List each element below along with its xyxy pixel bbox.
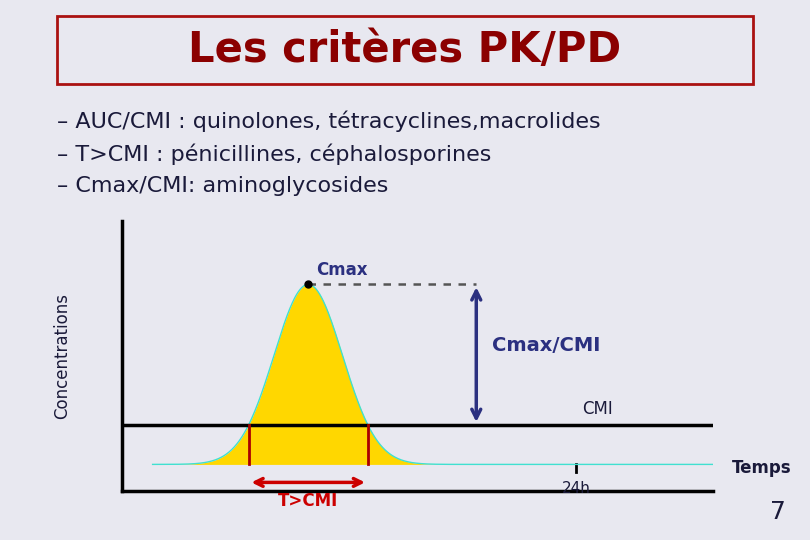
Text: – Cmax/CMI: aminoglycosides: – Cmax/CMI: aminoglycosides: [57, 176, 388, 197]
Text: Cmax/CMI: Cmax/CMI: [492, 336, 600, 355]
Text: Cmax: Cmax: [316, 261, 367, 279]
Text: T>CMI: T>CMI: [278, 492, 339, 510]
Text: Temps: Temps: [731, 459, 791, 477]
Text: 24h: 24h: [561, 481, 590, 496]
Text: Les critères PK/PD: Les critères PK/PD: [189, 29, 621, 71]
Text: Concentrations: Concentrations: [53, 293, 71, 420]
Text: – T>CMI : pénicillines, céphalosporines: – T>CMI : pénicillines, céphalosporines: [57, 143, 491, 165]
Text: – AUC/CMI : quinolones, tétracyclines,macrolides: – AUC/CMI : quinolones, tétracyclines,ma…: [57, 111, 600, 132]
Text: 7: 7: [770, 500, 786, 524]
Text: CMI: CMI: [582, 400, 613, 417]
